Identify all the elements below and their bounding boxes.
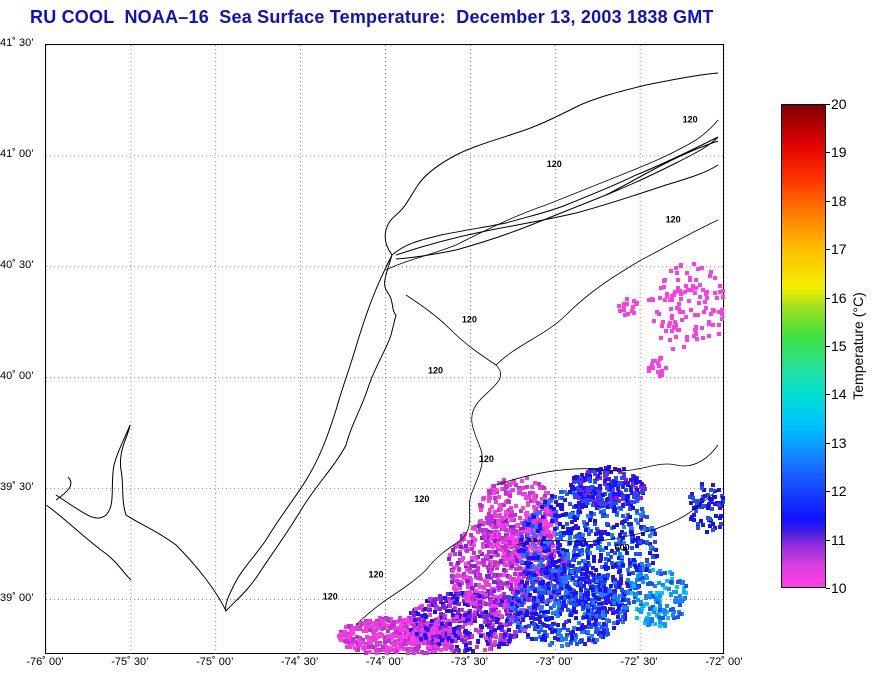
colorbar-tick-label: 13 [831,434,847,451]
colorbar-tick-label: 18 [831,192,847,209]
colorbar-tick-mark [826,249,830,251]
colorbar-tick-label: 17 [831,241,847,258]
colorbar-tick-label: 19 [831,144,847,161]
figure-title: RU COOL NOAA–16 Sea Surface Temperature:… [30,7,714,27]
latitude-label: 40˚ 00’ [0,369,34,382]
longitude-label: -75˚ 30’ [111,656,149,668]
colorbar-tick-mark [826,152,830,154]
latitude-label: 40˚ 30’ [0,258,34,271]
contour-label: 120 [414,494,429,504]
nj-coastline [225,254,397,612]
ct-shoreline [384,72,719,256]
contour-label: 120 [323,592,338,602]
latitude-label: 41˚ 00’ [0,147,34,160]
colorbar-tick-mark [826,104,830,105]
longitude-label: -74˚ 30’ [280,656,319,668]
colorbar-tick-label: 20 [831,96,847,112]
delaware-bay [55,424,227,612]
temperature-colorbar [781,104,826,588]
contour-label: 120 [547,159,562,169]
contour-600 [495,444,719,546]
colorbar-tick-label: 10 [831,580,847,596]
sst-pixel-layer [337,262,725,655]
colorbar-tick-label: 12 [831,483,847,500]
colorbar-label: Temperature (°C) [850,292,866,400]
longitude-label: -72˚ 30’ [620,656,658,668]
contour-label: 120 [369,569,384,579]
contour-label: 600 [615,543,630,553]
latitude-label: 39˚ 30’ [0,480,34,493]
contour-120-north [385,119,719,271]
coastline [46,72,719,626]
contour-label: 120 [479,454,494,464]
north-fork [605,140,719,196]
map-panel: 120 120 120 120 120 120 120 120 600 120 [45,44,725,655]
contour-labels: 120 120 120 120 120 120 120 120 600 120 [323,115,698,602]
latitude-label: 39˚ 00’ [0,591,34,604]
longitude-label: -75˚ 00’ [196,656,234,668]
colorbar-tick-mark [826,200,830,202]
colorbar-tick-label: 14 [831,386,847,403]
longitude-label: -73˚ 30’ [450,656,489,668]
longitude-label: -73˚ 00’ [535,656,573,668]
contour-120-shelf [355,219,719,626]
colorbar-tick-label: 15 [831,338,847,354]
colorbar-tick-mark [826,491,830,493]
south-shore-outer [395,164,719,256]
colorbar-tick-label: 11 [831,531,846,548]
map-canvas: 120 120 120 120 120 120 120 120 600 120 [46,45,725,655]
colorbar-tick-mark [826,588,830,589]
colorbar-tick-mark [826,394,830,396]
longitude-label: -76˚ 00’ [26,656,64,668]
contour-label: 120 [666,214,681,224]
colorbar-tick-mark [826,346,830,347]
latitude-label: 41˚ 30’ [0,37,34,49]
colorbar-tick-label: 16 [831,289,847,306]
longitude-label: -74˚ 00’ [365,656,404,668]
colorbar-tick-mark [826,442,830,444]
colorbar-tick-mark [826,297,830,299]
contour-label: 120 [462,314,477,324]
long-island [391,136,719,260]
longitude-label: -72˚ 00’ [705,656,743,668]
colorbar-tick-mark [826,539,830,541]
delaware-coast [46,476,132,581]
contour-label: 120 [428,365,443,375]
contour-label: 120 [683,115,698,125]
